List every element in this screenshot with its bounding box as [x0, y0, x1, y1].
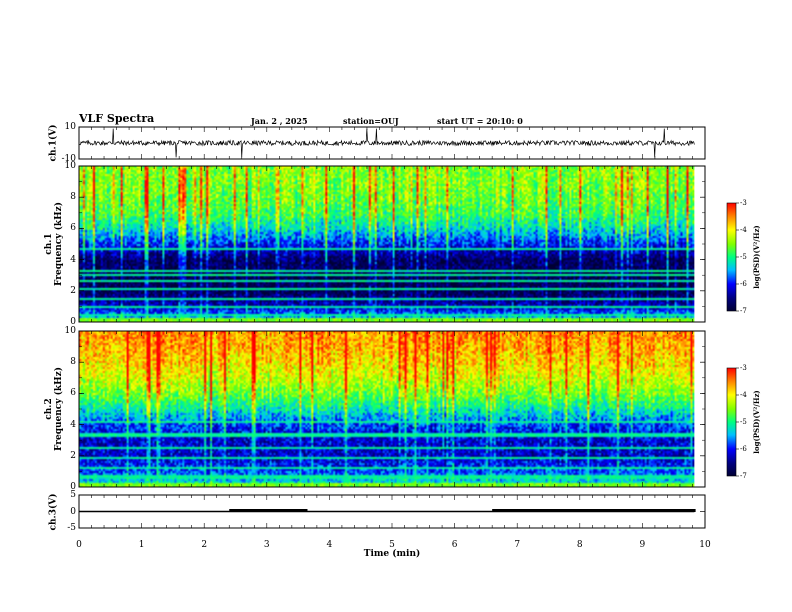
ch1-waveform-panel — [78, 128, 695, 158]
station-label: station=OUJ — [343, 116, 399, 126]
x-tick-label: 10 — [699, 540, 711, 550]
y-tick-label-ch2-spectrogram: 4 — [70, 419, 76, 430]
y-tick-label-ch2-spectrogram: 8 — [70, 357, 76, 368]
y-tick-label-ch1-spectrogram: 2 — [70, 285, 76, 296]
colorbar-tick-label: -7 — [740, 307, 747, 315]
x-tick-label: 6 — [451, 540, 458, 550]
colorbar-tick-label: -3 — [740, 364, 747, 372]
colorbar-tick-label: -6 — [740, 280, 747, 288]
x-tick-label: 9 — [639, 540, 646, 550]
x-tick-label: 3 — [263, 540, 270, 550]
colorbar-tick-label: -4 — [740, 226, 747, 234]
y-axis-label-ch3-waveform: ch.3(V) — [47, 493, 58, 530]
axes-and-ticks — [78, 126, 706, 529]
y-tick-label-ch3-waveform: -5 — [67, 523, 76, 533]
y-tick-label-ch1-spectrogram: 6 — [70, 223, 76, 234]
colorbar-tick-label: -4 — [740, 391, 747, 399]
x-tick-label: 5 — [389, 540, 395, 550]
y-tick-label-ch3-waveform: 0 — [70, 506, 76, 517]
y-tick-label-ch1-spectrogram: 4 — [70, 254, 76, 265]
start-time-label: start UT = 20:10: 0 — [437, 116, 523, 126]
x-tick-label: 7 — [514, 540, 521, 550]
ch1-spectrogram-panel — [79, 166, 695, 322]
ch3-waveform-panel — [79, 509, 696, 513]
ch2-spectrogram-image — [79, 331, 695, 487]
colorbar-tick-label: -5 — [740, 253, 747, 261]
x-tick-label: 1 — [138, 540, 145, 550]
y-tick-label-ch2-spectrogram: 0 — [70, 482, 76, 492]
x-tick-label: 0 — [76, 540, 82, 550]
y-tick-label-ch1-waveform: 10 — [64, 122, 76, 132]
colorbar-gradient — [726, 367, 737, 477]
y-tick-label-ch1-spectrogram: 10 — [64, 161, 76, 171]
colorbar-gradient — [726, 202, 737, 312]
colorbar-tick-label: -3 — [740, 199, 747, 207]
y-axis-label-ch1-spectrogram: ch.1 Frequency (kHz) — [44, 201, 65, 287]
colorbar-tick-label: -6 — [740, 445, 747, 453]
x-tick-label: 4 — [326, 540, 333, 550]
y-axis-label-ch2-spectrogram: ch.2 Frequency (kHz) — [44, 366, 65, 452]
figure-title: VLF Spectra — [79, 112, 155, 125]
date-label: Jan. 2 , 2025 — [251, 116, 308, 126]
colorbar-label: log(PSD)(V²/Hz) — [751, 390, 761, 454]
colorbar-label: log(PSD)(V²/Hz) — [751, 225, 761, 289]
x-tick-label: 2 — [201, 540, 208, 550]
ch1-spectrogram-image — [79, 166, 695, 322]
y-tick-label-ch1-waveform: -10 — [61, 154, 77, 164]
colorbar-tick-label: -5 — [740, 418, 747, 426]
y-tick-label-ch1-spectrogram: 8 — [70, 192, 76, 203]
colorbar-tick-label: -7 — [740, 472, 747, 480]
x-axis-label: Time (min) — [363, 549, 421, 559]
ch2-spectrogram-panel — [79, 331, 695, 487]
y-tick-label-ch2-spectrogram: 2 — [70, 450, 76, 461]
y-tick-label-ch2-spectrogram: 6 — [70, 388, 76, 399]
ch1-waveform-trace — [78, 128, 695, 158]
y-tick-label-ch2-spectrogram: 10 — [64, 326, 76, 336]
y-tick-label-ch1-spectrogram: 0 — [70, 317, 76, 327]
x-tick-label: 8 — [576, 540, 583, 550]
y-axis-label-ch1-waveform: ch.1(V) — [47, 124, 58, 162]
ch2-colorbar — [726, 367, 739, 477]
y-tick-label-ch3-waveform: 5 — [70, 490, 76, 500]
ch1-colorbar — [726, 202, 739, 312]
